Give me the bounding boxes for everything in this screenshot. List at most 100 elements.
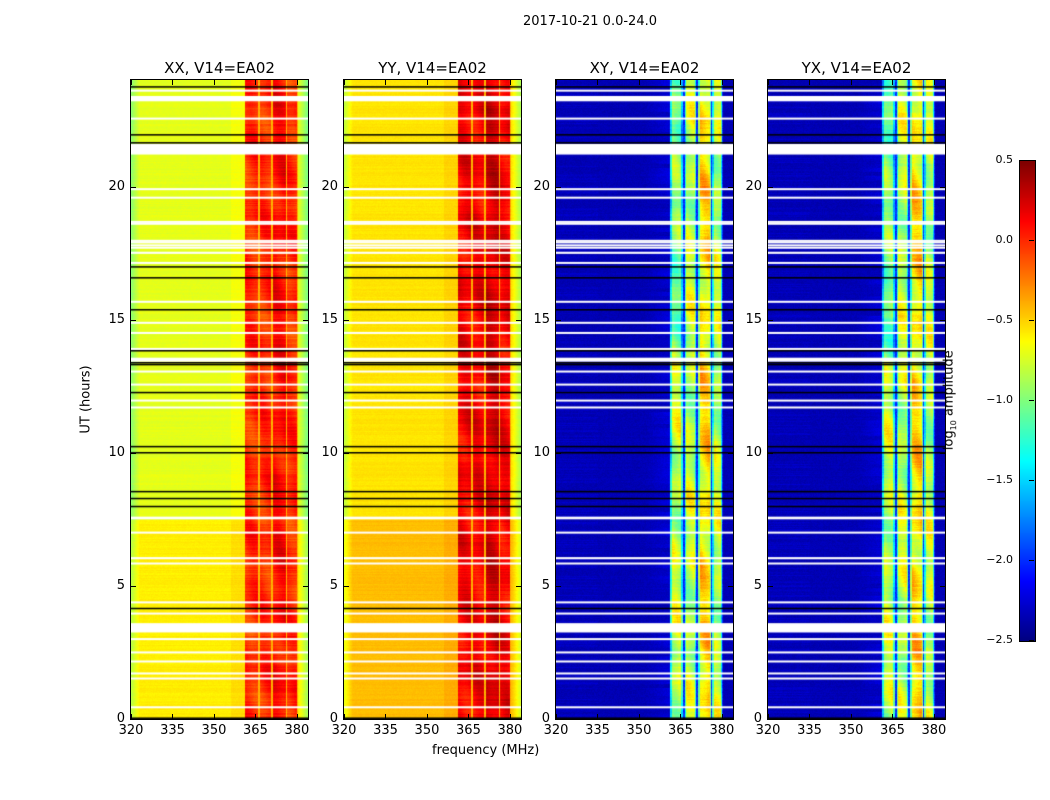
x-tick-mark	[213, 714, 215, 719]
colorbar-label-sub: 10	[949, 420, 959, 431]
heatmap-image	[556, 80, 733, 719]
y-tick-mark	[516, 719, 521, 720]
x-tick-mark	[131, 714, 132, 719]
x-tick-label: 365	[668, 723, 693, 738]
y-tick-mark	[728, 719, 733, 720]
y-tick-mark	[516, 319, 521, 321]
y-tick-mark	[728, 452, 733, 454]
x-tick-mark	[385, 80, 387, 85]
colorbar-tick-label: −2.0	[986, 553, 1013, 566]
x-tick-mark	[892, 80, 894, 85]
colorbar-label-rest: amplitude	[941, 350, 957, 421]
y-tick-mark	[728, 319, 733, 321]
y-tick-mark	[344, 186, 349, 188]
colorbar-tick-mark	[1029, 400, 1034, 401]
y-tick-mark	[556, 719, 561, 720]
x-tick-label: 365	[243, 723, 268, 738]
y-tick-label: 5	[116, 577, 125, 593]
x-tick-mark	[172, 714, 174, 719]
y-tick-mark	[768, 319, 773, 321]
y-tick-label: 20	[108, 178, 125, 194]
y-tick-label: 10	[533, 444, 550, 460]
colorbar-tick-mark	[1029, 480, 1034, 481]
panel-title: XX, V14=EA02	[164, 59, 275, 77]
x-tick-mark	[468, 714, 470, 719]
x-tick-mark	[172, 80, 174, 85]
x-tick-label: 320	[118, 723, 144, 738]
y-tick-mark	[556, 585, 561, 587]
colorbar-tick-mark	[1029, 560, 1034, 561]
x-tick-label: 335	[797, 723, 822, 738]
x-tick-mark	[638, 714, 640, 719]
y-tick-label: 15	[533, 311, 550, 327]
x-tick-mark	[850, 80, 852, 85]
y-tick-mark	[940, 319, 945, 321]
colorbar-tick-mark	[1029, 240, 1034, 241]
x-tick-label: 335	[160, 723, 185, 738]
y-tick-label: 0	[753, 711, 762, 726]
y-tick-mark	[303, 186, 308, 188]
y-tick-mark	[768, 186, 773, 188]
x-tick-mark	[509, 714, 511, 719]
x-tick-label: 320	[755, 723, 781, 738]
y-tick-mark	[131, 319, 136, 321]
y-tick-mark	[344, 452, 349, 454]
colorbar-gradient	[1020, 161, 1035, 641]
colorbar-tick-mark	[1029, 320, 1034, 321]
x-tick-mark	[296, 80, 298, 85]
x-tick-mark	[768, 80, 769, 85]
y-tick-label: 0	[541, 711, 550, 726]
x-tick-mark	[597, 714, 599, 719]
y-tick-label: 15	[321, 311, 338, 327]
x-tick-mark	[344, 714, 345, 719]
x-tick-mark	[768, 714, 769, 719]
y-tick-mark	[940, 585, 945, 587]
y-tick-label: 20	[533, 178, 550, 194]
colorbar-tick-label: 0.0	[995, 233, 1014, 246]
y-tick-mark	[131, 186, 136, 188]
y-tick-mark	[516, 452, 521, 454]
x-tick-mark	[509, 80, 511, 85]
y-tick-label: 20	[321, 178, 338, 194]
x-tick-label: 380	[497, 723, 523, 738]
colorbar	[1019, 160, 1036, 642]
y-tick-label: 15	[745, 311, 762, 327]
x-tick-mark	[809, 714, 811, 719]
y-tick-label: 10	[321, 444, 338, 460]
y-tick-mark	[344, 719, 349, 720]
y-tick-mark	[768, 452, 773, 454]
x-tick-label: 350	[626, 723, 652, 738]
x-tick-label: 350	[201, 723, 227, 738]
y-tick-label: 5	[753, 577, 762, 593]
x-tick-mark	[556, 80, 557, 85]
x-tick-label: 350	[414, 723, 440, 738]
x-tick-label: 380	[284, 723, 310, 738]
x-tick-mark	[468, 80, 470, 85]
heatmap-panel	[343, 79, 522, 720]
x-tick-mark	[933, 714, 935, 719]
colorbar-tick-mark	[1029, 640, 1034, 641]
figure-title: 2017-10-21 0.0-24.0	[523, 14, 657, 29]
y-tick-mark	[556, 186, 561, 188]
y-tick-mark	[131, 585, 136, 587]
heatmap-panel	[130, 79, 309, 720]
y-tick-label: 0	[116, 711, 125, 726]
y-tick-mark	[728, 186, 733, 188]
x-axis-label: frequency (MHz)	[432, 743, 540, 758]
heatmap-image	[768, 80, 945, 719]
panel-title: XY, V14=EA02	[589, 59, 700, 77]
x-tick-mark	[255, 80, 257, 85]
y-tick-mark	[344, 585, 349, 587]
colorbar-label: log10 amplitude	[942, 350, 959, 450]
panel-title: YY, V14=EA02	[378, 59, 487, 77]
x-tick-mark	[933, 80, 935, 85]
x-tick-label: 365	[880, 723, 905, 738]
y-tick-label: 10	[108, 444, 125, 460]
heatmap-panel	[767, 79, 946, 720]
x-tick-label: 350	[838, 723, 864, 738]
y-tick-label: 5	[541, 577, 550, 593]
y-tick-mark	[768, 719, 773, 720]
y-tick-label: 0	[329, 711, 338, 726]
x-tick-mark	[385, 714, 387, 719]
y-tick-mark	[556, 452, 561, 454]
